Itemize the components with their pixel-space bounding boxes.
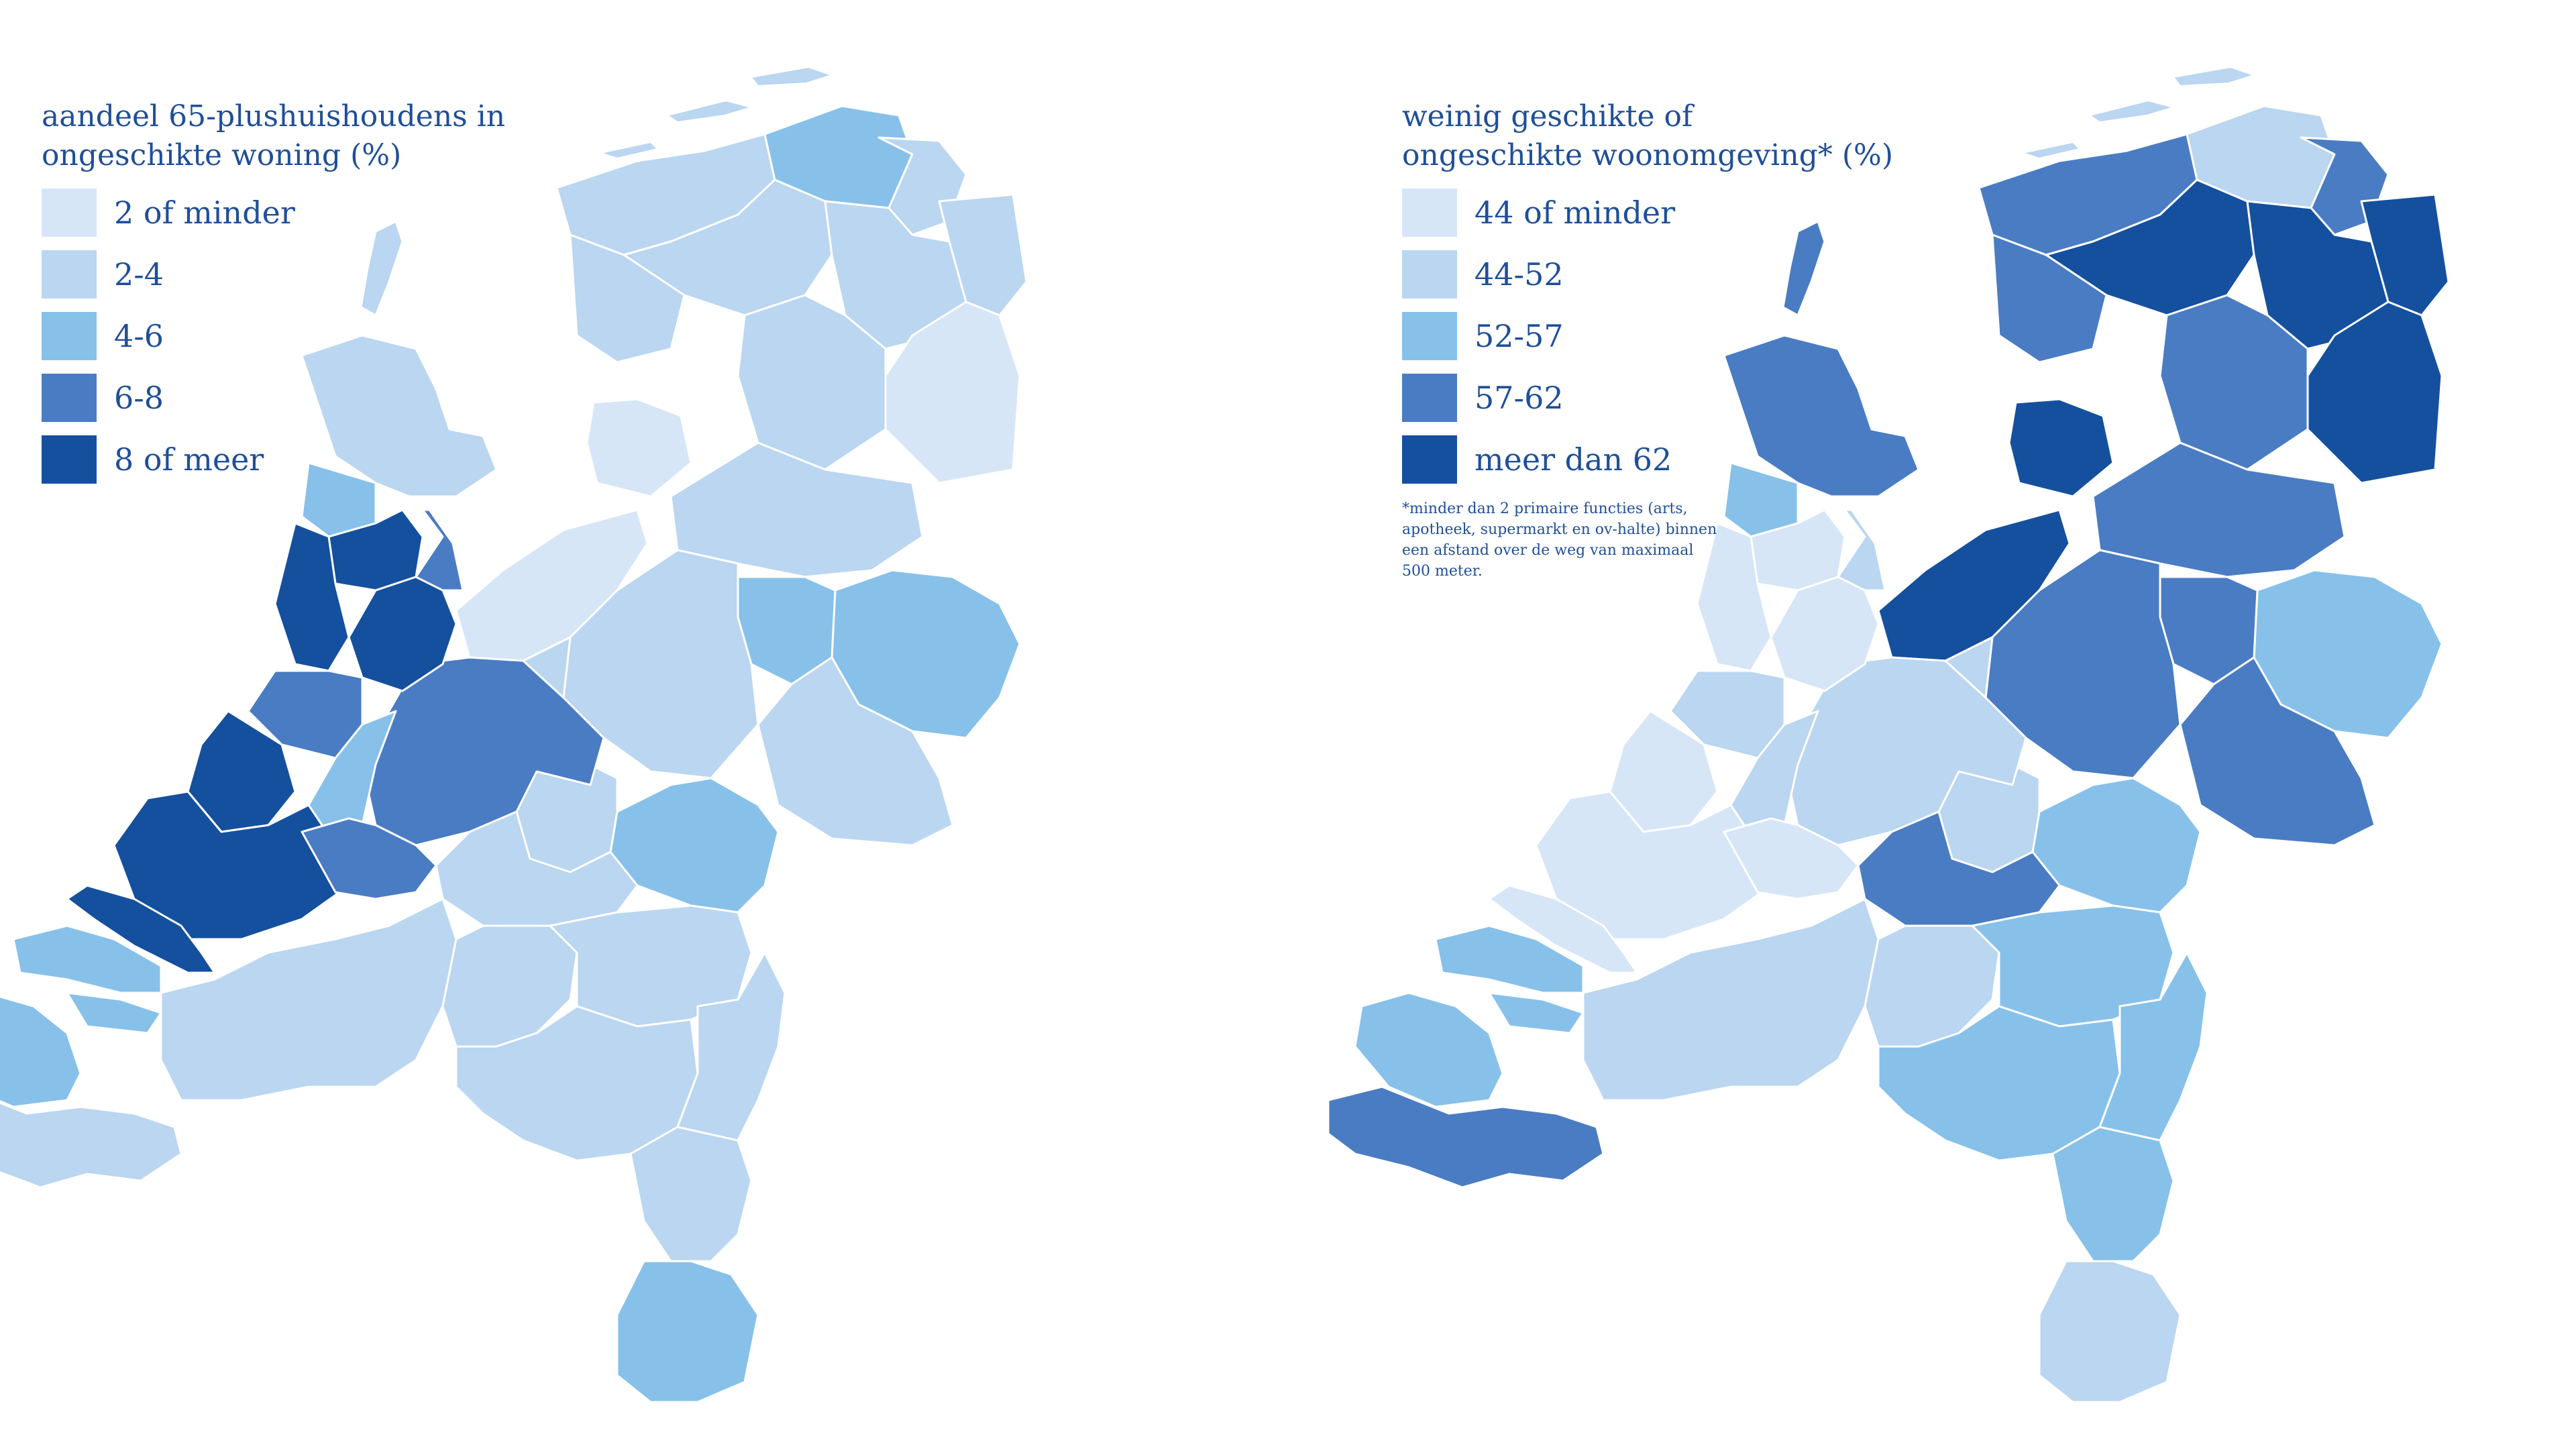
legend-item: 57-62: [1402, 374, 1893, 422]
choropleth-map-environment: [1327, 66, 2450, 1403]
legend-item: 2 of minder: [42, 189, 505, 237]
map-panel-housing: aandeel 65-plushuishoudens in ongeschikt…: [0, 66, 1028, 1403]
region-noordoostpolder: [2008, 398, 2114, 498]
region-zeeuws-vlaanderen: [0, 1102, 182, 1189]
region-texel: [360, 220, 404, 317]
region-zuid-limburg: [2038, 1260, 2182, 1403]
legend-item: meer dan 62: [1402, 435, 1893, 484]
region-midden-limburg: [629, 1126, 753, 1263]
region-drenthe-southwest: [2159, 294, 2309, 471]
region-rivierenland: [435, 810, 639, 927]
region-kop-noord-holland: [1723, 334, 1920, 498]
region-texel: [1782, 220, 1826, 317]
region-wadden-islands: [598, 66, 835, 160]
legend-swatch: [42, 250, 97, 299]
region-wadden-islands: [2020, 66, 2257, 160]
region-walcheren: [1354, 991, 1504, 1108]
legend-label: 44 of minder: [1474, 195, 1676, 231]
legend-swatch: [1402, 189, 1457, 237]
region-achterhoek: [757, 656, 954, 847]
region-noordoostpolder: [586, 398, 692, 498]
legend-label: 57-62: [1474, 380, 1564, 416]
region-midden-limburg: [2051, 1126, 2175, 1263]
region-zeeuws-vlaanderen: [1327, 1085, 1605, 1189]
legend-footnote: *minder dan 2 primaire functies (arts, a…: [1402, 500, 1717, 580]
region-arnhem-nijmegen: [2031, 777, 2202, 914]
legend-swatch: [42, 374, 97, 422]
legend-item: 52-57: [1402, 312, 1893, 360]
legend-item: 8 of meer: [42, 435, 505, 484]
legend-title-line1: aandeel 65-plushuishoudens in: [42, 99, 506, 133]
region-drenthe-southwest: [737, 294, 887, 471]
region-arnhem-nijmegen: [609, 777, 780, 914]
region-friesland-south: [1991, 233, 2108, 364]
region-haarlem-kust: [1696, 522, 1772, 672]
legend-item: 44-52: [1402, 250, 1893, 299]
region-zaanstreek: [327, 508, 424, 592]
legend-label: 8 of meer: [114, 441, 264, 478]
legend-housing: aandeel 65-plushuishoudens in ongeschikt…: [42, 97, 505, 497]
legend-item: 4-6: [42, 312, 505, 360]
legend-title-line2: ongeschikte woonomgeving* (%): [1402, 138, 1893, 172]
legend-label: 52-57: [1474, 318, 1564, 354]
region-zuid-limburg: [616, 1260, 759, 1403]
region-haarlem-kust: [274, 522, 350, 672]
legend-title-line2: ongeschikte woning (%): [42, 138, 402, 172]
region-utrecht-east: [1944, 636, 1994, 699]
legend-swatch: [1402, 312, 1457, 360]
map-panel-environment: weinig geschikte of ongeschikte woonomge…: [1288, 0, 2576, 1449]
legend-swatch: [42, 435, 97, 484]
legend-swatch: [42, 312, 97, 360]
region-walcheren: [0, 996, 82, 1108]
legend-label: meer dan 62: [1474, 441, 1672, 478]
legend-title: aandeel 65-plushuishoudens in ongeschikt…: [42, 97, 505, 175]
legend-swatch: [1402, 374, 1457, 422]
choropleth-map-housing: [0, 66, 1028, 1403]
region-gooi: [415, 508, 464, 592]
legend-label: 6-8: [114, 380, 164, 416]
legend-title-line1: weinig geschikte of: [1402, 99, 1693, 133]
region-noord-limburg: [2098, 951, 2208, 1142]
legend-label: 44-52: [1474, 256, 1564, 292]
region-gooi: [1837, 508, 1886, 592]
legend-item: 44 of minder: [1402, 189, 1893, 237]
region-voorne: [66, 884, 216, 974]
legend-swatch: [1402, 435, 1457, 484]
legend-swatch: [42, 189, 97, 237]
legend-label: 4-6: [114, 318, 164, 354]
legend-swatch: [1402, 250, 1457, 299]
region-rivierenland: [1857, 810, 2061, 927]
legend-item: 2-4: [42, 250, 505, 299]
region-kop-noord-holland: [301, 334, 498, 498]
region-noord-limburg: [676, 951, 786, 1142]
legend-environment: weinig geschikte of ongeschikte woonomge…: [1402, 97, 1893, 582]
legend-item: 6-8: [42, 374, 505, 422]
region-friesland-south: [569, 233, 686, 364]
region-achterhoek: [2179, 656, 2376, 847]
region-voorne: [1488, 884, 1638, 974]
legend-label: 2 of minder: [114, 195, 295, 231]
region-utrecht-east: [522, 636, 572, 699]
region-zaanstreek: [1750, 508, 1846, 592]
legend-label: 2-4: [114, 256, 164, 292]
legend-title: weinig geschikte of ongeschikte woonomge…: [1402, 97, 1893, 175]
